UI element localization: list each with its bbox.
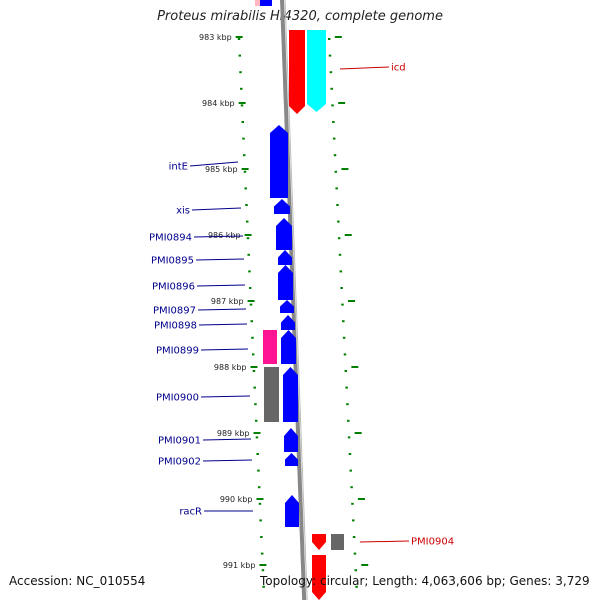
gene-label-PMI0896: PMI0896 (152, 282, 195, 293)
backbone-inner-line (284, 0, 308, 600)
cds-PMI0902 (285, 453, 298, 466)
feature-group (255, 0, 344, 600)
tick-label: 991 kbp (223, 561, 256, 570)
tick-label: 986 kbp (208, 231, 241, 240)
cds-pink-feature (263, 330, 277, 364)
topology-text: Topology: circular; Length: 4,063,606 bp… (260, 574, 590, 588)
cds-red-bottom (312, 555, 326, 600)
cds-PMI0901 (284, 428, 298, 452)
cds-PMI0897 (280, 300, 294, 313)
cds-xis (274, 199, 290, 214)
cds-blue-partial (260, 0, 272, 6)
leader-line-PMI0895 (195, 258, 245, 261)
tick-label: 985 kbp (205, 165, 238, 174)
gene-label-PMI0899: PMI0899 (156, 346, 199, 357)
tick-label: 988 kbp (214, 363, 247, 372)
tick-label: 987 kbp (211, 297, 244, 306)
leader-line-PMI0904 (359, 540, 410, 543)
cds-PMI0895 (278, 250, 292, 265)
gene-label-PMI0897: PMI0897 (153, 306, 196, 317)
gene-label-PMI0895: PMI0895 (151, 256, 194, 267)
leader-line-intE (189, 161, 239, 167)
cds-PMI0904 (312, 534, 326, 550)
leader-line-PMI0897 (197, 308, 247, 311)
cds-racR (285, 495, 299, 527)
cds-PMI0896 (278, 265, 293, 300)
backbone-group (279, 0, 308, 600)
gene-label-PMI0898: PMI0898 (154, 321, 197, 332)
leader-line-PMI0902 (202, 459, 253, 462)
cds-gray-feature-2 (331, 534, 344, 550)
cds-cyan (307, 30, 326, 112)
gene-label-icd: icd (391, 63, 406, 74)
cds-PMI0898 (281, 315, 295, 330)
tick-group: 983 kbp 984 kbp 985 kbp 986 kbp 987 kbp 988 k… (199, 33, 369, 588)
leader-line-PMI0900 (200, 395, 251, 398)
leader-line-PMI0898 (198, 323, 248, 326)
tick-label: 990 kbp (220, 495, 253, 504)
cds-PMI0899 (281, 330, 296, 364)
leader-line-xis (191, 207, 242, 211)
leader-line-icd (339, 66, 390, 70)
gene-label-PMI0902: PMI0902 (158, 457, 201, 468)
gene-label-PMI0901: PMI0901 (158, 436, 201, 447)
cds-icd (289, 30, 305, 114)
label-group: icd intE xis PMI0894 PMI0895 PMI0896 PMI0897 PM… (149, 63, 454, 548)
gene-label-racR: racR (179, 507, 202, 518)
map-title: Proteus mirabilis HI4320, complete genom… (157, 9, 443, 24)
backbone-outer-line (279, 0, 307, 600)
gene-label-intE: intE (169, 162, 188, 173)
leader-line-PMI0899 (200, 348, 249, 351)
cds-intE (270, 125, 288, 198)
tick-label: 989 kbp (217, 429, 250, 438)
leader-line-PMI0896 (196, 284, 246, 287)
gene-label-PMI0900: PMI0900 (156, 393, 199, 404)
leader-line-PMI0901 (202, 438, 252, 441)
leader-line-PMI0894 (193, 235, 244, 238)
cds-PMI0900 (283, 367, 298, 422)
tick-label: 984 kbp (202, 99, 235, 108)
gene-label-PMI0904: PMI0904 (411, 537, 454, 548)
cds-gray-feature (264, 367, 279, 422)
gene-label-xis: xis (176, 206, 190, 217)
cds-PMI0894 (276, 218, 292, 250)
accession-text: Accession: NC_010554 (9, 574, 146, 588)
tick-label: 983 kbp (199, 33, 232, 42)
gene-label-PMI0894: PMI0894 (149, 233, 192, 244)
